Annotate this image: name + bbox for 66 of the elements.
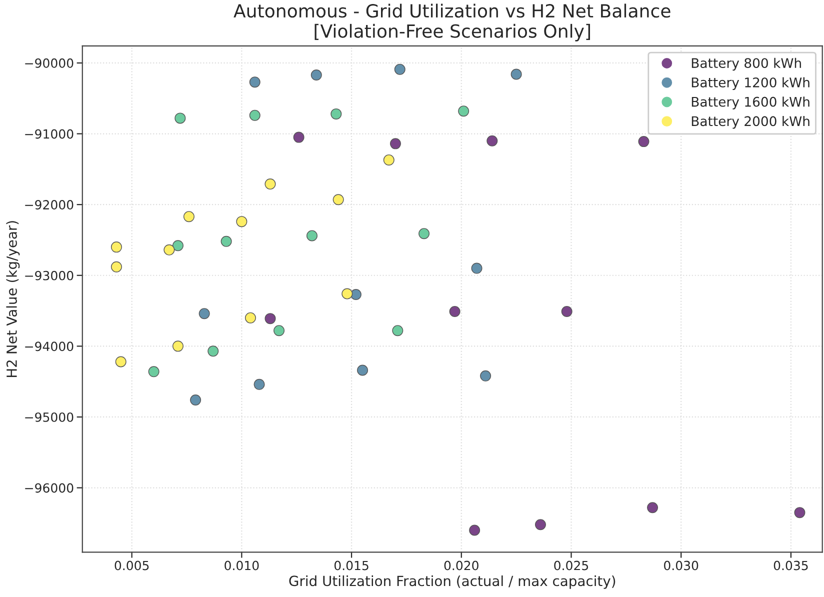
y-tick-label: −96000 — [25, 483, 74, 493]
point — [392, 325, 404, 336]
point — [471, 262, 482, 274]
point — [110, 242, 122, 253]
x-tick-label: 0.020 — [444, 560, 478, 570]
point — [174, 112, 186, 124]
x-tick-label: 0.035 — [774, 560, 808, 570]
point — [148, 366, 160, 378]
point — [357, 364, 368, 376]
point — [115, 356, 126, 368]
legend-label: Battery 800 kWh — [692, 58, 801, 71]
point — [208, 346, 219, 357]
point — [510, 68, 522, 80]
point — [190, 394, 202, 406]
point — [418, 228, 430, 240]
point — [254, 378, 265, 390]
chart-title: Autonomous - Grid Utilization vs H2 Net Balance [Violation-Free Scenarios Only] — [234, 4, 670, 42]
point — [172, 240, 184, 252]
point — [172, 340, 184, 352]
point — [458, 106, 470, 117]
point — [264, 178, 276, 190]
x-tick-label: 0.030 — [664, 560, 698, 570]
point — [342, 288, 353, 300]
point — [220, 236, 232, 247]
point — [638, 136, 650, 148]
y-tick-label: −93000 — [25, 270, 74, 280]
point — [480, 370, 492, 382]
point — [394, 64, 406, 75]
point — [310, 70, 322, 80]
point — [236, 216, 248, 228]
point — [534, 519, 546, 530]
point — [486, 135, 498, 146]
y-tick-label: −94000 — [25, 342, 74, 352]
point — [332, 194, 344, 206]
point — [198, 308, 210, 320]
y-tick-label: −92000 — [25, 200, 74, 210]
point — [306, 230, 318, 242]
y-tick-label: −95000 — [25, 412, 74, 422]
point — [249, 110, 260, 121]
x-tick-label: 0.015 — [334, 560, 368, 570]
x-tick-label: 0.010 — [224, 560, 259, 570]
point — [469, 524, 480, 536]
x-tick-label: 0.005 — [114, 560, 149, 570]
point — [449, 306, 460, 317]
x-tick-label: 0.025 — [554, 560, 588, 570]
point — [183, 211, 194, 222]
point — [794, 507, 806, 518]
point — [390, 138, 401, 150]
point — [264, 313, 276, 324]
point — [647, 502, 658, 514]
y-axis-title: H2 Net Value (kg/year) — [6, 221, 20, 377]
point — [561, 306, 572, 317]
legend-label: Battery 1600 kWh — [692, 96, 810, 110]
legend-label: Battery 1200 kWh — [692, 77, 810, 90]
point — [249, 76, 260, 88]
y-tick-label: −91000 — [25, 129, 74, 139]
y-tick-label: −90000 — [25, 58, 74, 68]
point — [244, 312, 256, 324]
point — [274, 325, 285, 336]
legend-label: Battery 2000 kWh — [692, 116, 810, 129]
point — [293, 132, 304, 143]
point — [383, 154, 394, 166]
point — [164, 244, 175, 256]
x-axis-title: Grid Utilization Fraction (actual / max capacity) — [289, 575, 616, 589]
point — [110, 261, 122, 272]
point — [330, 108, 342, 120]
